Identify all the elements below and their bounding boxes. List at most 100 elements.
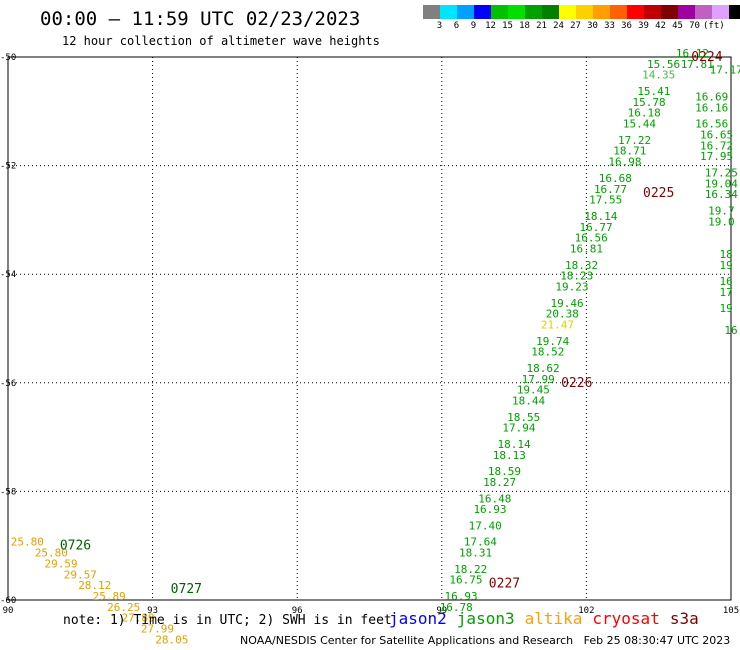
colorbar-swatch	[678, 5, 695, 19]
footer-note: note: 1) Time is in UTC; 2) SWH is in fe…	[63, 613, 392, 628]
data-point-jason3: 16.18	[628, 107, 661, 120]
colorbar-swatch	[542, 5, 559, 19]
data-point-jason3: 15.44	[623, 118, 656, 131]
colorbar-swatch	[423, 5, 440, 19]
data-point-jason3: 20.38	[546, 308, 579, 321]
data-point-jason3: 16.65	[700, 128, 733, 141]
data-point-jason3: 18.32	[565, 259, 598, 272]
data-point-jason3: 18.52	[531, 346, 564, 359]
data-point-jason3: 17.55	[589, 194, 622, 207]
data-point-jason3: 17.94	[502, 422, 535, 435]
data-point-altika: 27.99	[141, 623, 174, 636]
data-point-jason3: 16.69	[695, 90, 728, 103]
x-tick-label: 99	[436, 606, 447, 616]
colorbar-swatch	[525, 5, 542, 19]
data-point-jason3: 16.93	[473, 503, 506, 516]
data-point-jason3: 19	[720, 302, 733, 315]
y-tick-label: -52	[0, 162, 16, 172]
colorbar-swatch	[593, 5, 610, 19]
time-label: 0225	[643, 186, 674, 201]
y-tick-label: -58	[0, 487, 16, 497]
data-point-jason3: 14.35	[642, 69, 675, 82]
data-point-altika: 27.89	[122, 612, 155, 625]
colorbar-label: 6	[453, 21, 460, 31]
data-point-jason3: 17.22	[618, 134, 651, 147]
data-point-jason3: 18.14	[584, 210, 617, 223]
legend-s3a: s3a	[669, 609, 699, 628]
colorbar-label: 3	[436, 21, 443, 31]
colorbar-label: 70	[689, 21, 700, 31]
colorbar-label: 15	[502, 21, 513, 31]
x-tick-label: 93	[147, 606, 158, 616]
x-tick-label: 105	[723, 606, 739, 616]
data-point-altika: 25.89	[93, 590, 126, 603]
colorbar-label: 36	[621, 21, 632, 31]
colorbar-label: 9	[470, 21, 477, 31]
data-point-jason3: 17.25	[705, 166, 738, 179]
legend-jason2: jason2	[389, 609, 447, 628]
credit-line: NOAA/NESDIS Center for Satellite Applica…	[240, 634, 731, 647]
data-point-altika: 29.57	[64, 568, 97, 581]
data-point-jason3: 17.81	[681, 58, 714, 71]
colorbar	[423, 5, 740, 19]
colorbar-label: 21	[536, 21, 547, 31]
data-point-jason3: 16.72	[700, 139, 733, 152]
x-tick-label: 102	[578, 606, 594, 616]
data-point-jason3: 19.0	[708, 215, 735, 228]
data-point-jason3: 16.56	[695, 118, 728, 131]
data-point-jason3: 19.74	[536, 335, 569, 348]
data-point-jason3: 18	[720, 248, 733, 261]
data-point-jason3: 16.81	[570, 242, 603, 255]
data-point-altika: 25.80	[35, 547, 68, 560]
data-point-jason3: 17.64	[464, 536, 497, 549]
data-point-jason3: 17	[720, 286, 733, 299]
data-point-jason3: 16.12	[676, 47, 709, 60]
time-label: 0726	[60, 539, 91, 554]
data-point-jason3: 16.34	[705, 188, 738, 201]
data-point-jason3: 16.68	[599, 172, 632, 185]
data-point-jason3: 19.7	[708, 204, 735, 217]
colorbar-label: 27	[570, 21, 581, 31]
data-point-jason3: 18.59	[488, 465, 521, 478]
colorbar-label: 42	[655, 21, 666, 31]
data-point-jason3: 15.78	[632, 96, 665, 109]
colorbar-label: 39	[638, 21, 649, 31]
x-tick-label: 96	[292, 606, 303, 616]
colorbar-swatch	[576, 5, 593, 19]
legend-cryosat: cryosat	[592, 609, 660, 628]
data-point-jason3: 16.16	[695, 101, 728, 114]
colorbar-swatch	[457, 5, 474, 19]
colorbar-label: 24	[553, 21, 564, 31]
colorbar-swatch	[695, 5, 712, 19]
colorbar-label: 45	[672, 21, 683, 31]
legend-altika: altika	[524, 609, 583, 628]
legend-jason3: jason3	[456, 609, 515, 628]
data-point-altika: 28.12	[78, 579, 111, 592]
colorbar-swatch	[644, 5, 661, 19]
data-point-jason3: 16.77	[579, 221, 612, 234]
colorbar-swatch	[712, 5, 729, 19]
data-point-jason3: 16	[724, 324, 737, 337]
data-point-jason3: 18.44	[512, 395, 545, 408]
colorbar-labels: 3 6 9 12 15 18 21 24 27 30 33 36 39 42 45 70 (ft)	[423, 21, 733, 33]
data-point-jason3: 15.56	[647, 58, 680, 71]
colorbar-swatch	[627, 5, 644, 19]
chart-title: 00:00 — 11:59 UTC 02/23/2023	[40, 8, 361, 30]
colorbar-swatch	[474, 5, 491, 19]
data-point-jason3: 16.78	[440, 601, 473, 614]
data-point-jason3: 16.48	[478, 492, 511, 505]
data-point-jason3: 18.62	[526, 362, 559, 375]
time-label: 0227	[489, 577, 520, 592]
data-point-jason3: 18.23	[560, 270, 593, 283]
time-label: 0727	[171, 582, 202, 597]
data-point-jason3: 19	[720, 259, 733, 272]
plot-frame	[7, 56, 732, 601]
data-point-jason3: 16.56	[575, 232, 608, 245]
data-point-altika: 28.05	[155, 633, 188, 646]
data-point-jason3: 17.40	[469, 519, 502, 532]
y-tick-label: -54	[0, 270, 16, 280]
data-point-jason3: 16.98	[608, 156, 641, 169]
data-point-jason3: 19.45	[517, 384, 550, 397]
data-point-jason3: 18.55	[507, 411, 540, 424]
time-label: 0224	[691, 50, 722, 65]
